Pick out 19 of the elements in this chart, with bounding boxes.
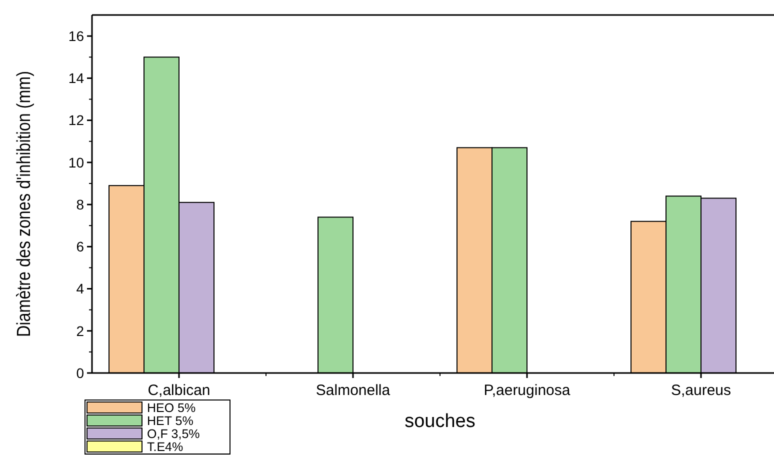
x-axis-title: souches — [404, 411, 476, 432]
y-tick-label: 4 — [76, 280, 84, 297]
y-tick-label: 16 — [68, 28, 84, 44]
x-tick-label: Salmonella — [316, 382, 391, 399]
y-tick-label: 10 — [68, 154, 84, 170]
legend-label: HET 5% — [147, 414, 194, 428]
legend-label: T.E4% — [147, 440, 184, 454]
x-tick-label: P,aeruginosa — [484, 382, 571, 399]
y-tick-label: 14 — [68, 70, 84, 86]
x-tick-label: C,albican — [148, 382, 210, 399]
y-axis-title: Diamètre des zones d'inhibition (mm) — [12, 71, 34, 337]
y-tick-label: 0 — [76, 364, 84, 381]
y-tick-label: 6 — [76, 238, 84, 255]
legend-label: HEO 5% — [147, 401, 196, 415]
y-tick-label: 12 — [68, 112, 84, 128]
legend-label: O,F 3,5% — [147, 427, 200, 441]
y-tick-label: 2 — [76, 322, 84, 339]
y-tick-label: 8 — [76, 196, 84, 212]
x-tick-label: S,aureus — [670, 382, 732, 399]
